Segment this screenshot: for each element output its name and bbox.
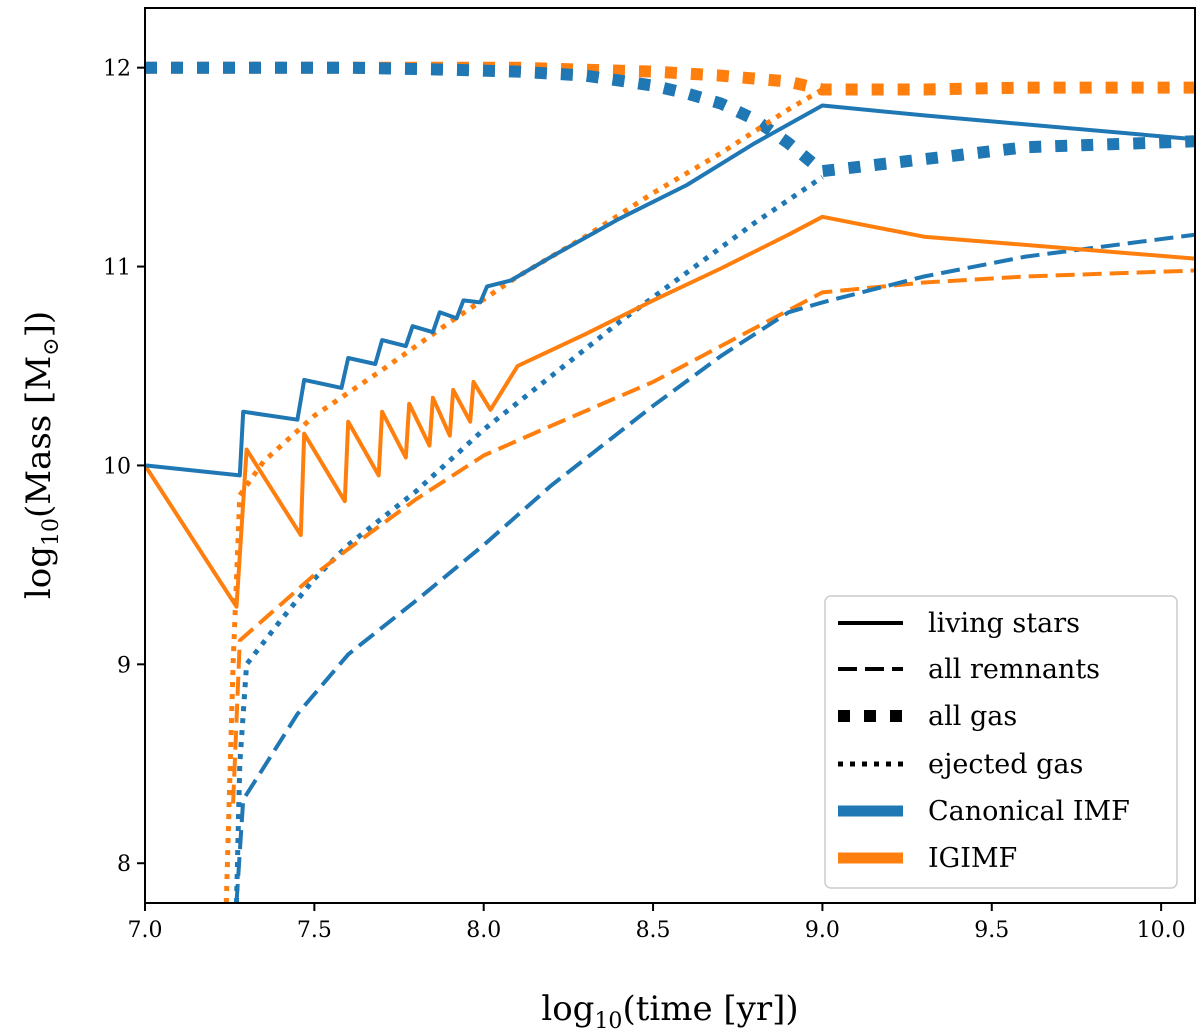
legend-box: [824, 595, 1178, 889]
legend-label-all-remnants: all remnants: [928, 654, 1100, 685]
legend-label-living-stars: living stars: [928, 608, 1080, 639]
series-line-canonical-all-gas: [145, 61, 1195, 178]
ticks-layer: 7.0 7.5 8.0 8.5 9.0 9.5 10.0 8 9 10 11 12: [103, 57, 1186, 943]
y-tick-label: 12: [103, 57, 131, 82]
y-tick-label: 8: [117, 852, 131, 877]
x-tick-label: 9.5: [974, 918, 1009, 943]
y-tick-label: 11: [103, 256, 131, 281]
legend-label-ejected-gas: ejected gas: [928, 749, 1083, 780]
x-tick-label: 7.5: [297, 918, 332, 943]
legend-label-igimf: IGIMF: [928, 843, 1017, 874]
legend-label-all-gas: all gas: [928, 701, 1017, 732]
x-tick-label: 9.0: [805, 918, 840, 943]
series-layer: [145, 61, 1195, 903]
x-tick-label: 7.0: [128, 918, 163, 943]
series-line-canonical-all-remnants: [234, 232, 1195, 903]
series-line-canonical-ejected-gas: [234, 175, 824, 903]
plot-frame: [144, 7, 1196, 904]
series-line-igimf-living-stars: [145, 214, 1195, 609]
legend-label-canonical-imf: Canonical IMF: [928, 796, 1130, 827]
series-line-canonical-living-stars: [145, 103, 1195, 478]
series-line-igimf-all-remnants: [231, 268, 1195, 804]
y-tick-label: 10: [103, 454, 131, 479]
x-axis-label: log10(time [yr]): [541, 989, 798, 1033]
y-tick-label: 9: [117, 653, 131, 678]
legend: living stars all remnants all gas ejecte…: [824, 595, 1178, 889]
series-line-igimf-all-gas: [145, 61, 1195, 96]
x-tick-label: 8.5: [636, 918, 671, 943]
x-tick-label: 10.0: [1137, 918, 1186, 943]
x-tick-label: 8.0: [466, 918, 501, 943]
y-axis-label: log10(Mass [M⊙]): [19, 311, 64, 599]
series-line-igimf-ejected-gas: [223, 87, 824, 903]
